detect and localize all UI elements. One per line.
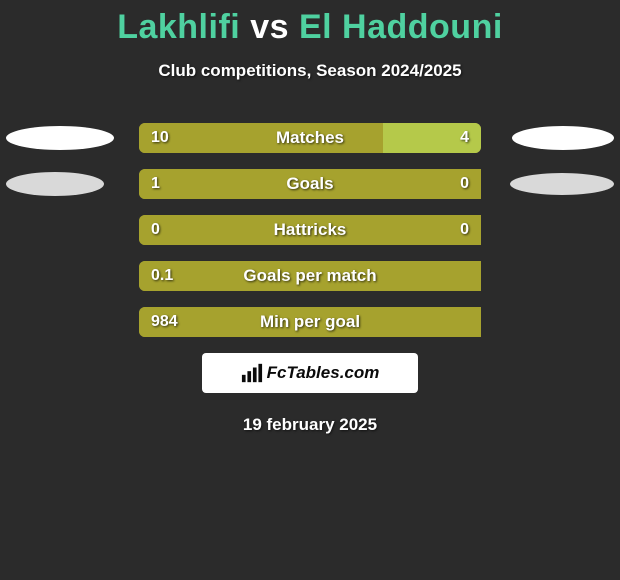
stat-bar-left-segment: [139, 215, 481, 245]
stat-value-right: 4: [460, 123, 469, 153]
stat-value-left: 0: [151, 215, 160, 245]
stat-row: 0.1Goals per match: [0, 261, 620, 291]
stat-bar-track: 0.1: [139, 261, 481, 291]
player1-marker: [6, 126, 114, 150]
stat-bar-track: 00: [139, 215, 481, 245]
stat-value-right: 0: [460, 169, 469, 199]
stat-row: 104Matches: [0, 123, 620, 153]
stat-value-left: 984: [151, 307, 178, 337]
stat-row: 984Min per goal: [0, 307, 620, 337]
stat-value-left: 10: [151, 123, 169, 153]
stat-bar-left-segment: [139, 261, 481, 291]
stat-bar-track: 10 4: [139, 123, 481, 153]
stat-bar-track: 10: [139, 169, 481, 199]
stat-value-right: 0: [460, 215, 469, 245]
stat-row: 10Goals: [0, 169, 620, 199]
player1-marker: [6, 172, 104, 196]
logo-text: FcTables.com: [267, 363, 380, 383]
title-player2: El Haddouni: [299, 8, 503, 46]
title-vs: vs: [250, 8, 289, 46]
stat-bar-left-segment: [139, 169, 481, 199]
stat-value-left: 0.1: [151, 261, 173, 291]
stat-value-left: 1: [151, 169, 160, 199]
page-title: Lakhlifi vs El Haddouni: [0, 0, 620, 47]
bar-chart-icon: [241, 362, 263, 384]
player2-marker: [510, 173, 614, 195]
fctables-logo[interactable]: FcTables.com: [202, 353, 418, 393]
stat-bar-track: 984: [139, 307, 481, 337]
stat-row: 00Hattricks: [0, 215, 620, 245]
stat-bar-left-segment: [139, 123, 383, 153]
date-text: 19 february 2025: [0, 415, 620, 435]
stats-container: 104Matches10Goals00Hattricks0.1Goals per…: [0, 123, 620, 337]
title-player1: Lakhlifi: [117, 8, 240, 46]
comparison-page: Lakhlifi vs El Haddouni Club competition…: [0, 0, 620, 580]
player2-marker: [512, 126, 614, 150]
stat-bar-left-segment: [139, 307, 481, 337]
subtitle: Club competitions, Season 2024/2025: [0, 61, 620, 81]
